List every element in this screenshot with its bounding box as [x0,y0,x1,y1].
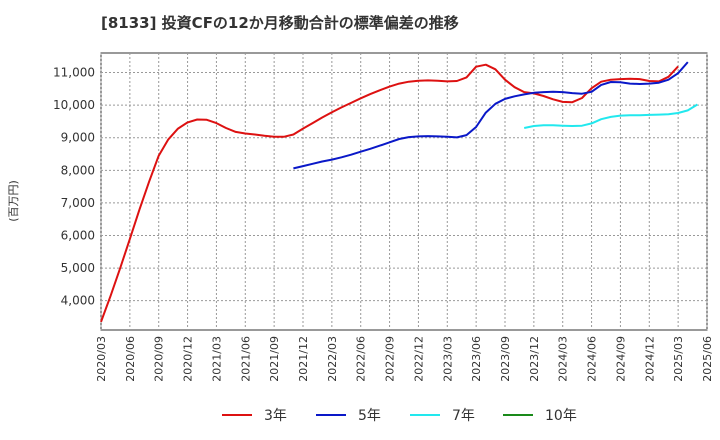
plot-area [100,52,708,331]
chart-title: [8133] 投資CFの12か月移動合計の標準偏差の推移 [101,14,459,32]
x-tick-label: 2024/03 [557,336,570,382]
y-tick-label: 9,000 [61,131,95,145]
series-line-0 [100,63,679,323]
y-tick-label: 6,000 [61,228,95,242]
x-tick-label: 2020/09 [153,336,166,382]
x-tick-label: 2023/09 [499,336,512,382]
x-axis-ticks: 2020/03 2020/06 2020/09 2020/12 2021/03 2021/… [95,336,714,382]
x-tick-label: 2024/09 [614,336,627,382]
legend-label-1: 5年 [358,408,381,424]
legend: 3年 5年 7年 10年 [222,408,577,424]
y-axis-ticks: 4,000 5,000 6,000 7,000 8,000 9,000 10,000 11,0… [53,66,95,308]
x-tick-label: 2023/06 [470,336,483,382]
y-tick-label: 5,000 [61,261,95,275]
y-tick-label: 10,000 [53,98,95,112]
x-tick-label: 2023/12 [528,336,541,382]
x-tick-label: 2020/06 [124,336,137,382]
legend-label-2: 7年 [452,408,475,424]
x-tick-label: 2022/12 [412,336,425,382]
x-tick-label: 2020/03 [95,336,108,382]
x-tick-label: 2021/06 [239,336,252,382]
x-tick-label: 2025/03 [672,336,685,382]
x-tick-label: 2021/03 [210,336,223,382]
legend-label-3: 10年 [545,408,577,424]
x-tick-label: 2023/03 [441,336,454,382]
y-tick-label: 7,000 [61,196,95,210]
x-tick-label: 2021/12 [297,336,310,382]
x-tick-label: 2022/09 [384,336,397,382]
grid-lines [100,53,708,330]
legend-label-0: 3年 [264,408,287,424]
y-tick-label: 8,000 [61,163,95,177]
x-tick-label: 2025/06 [701,336,714,382]
series-line-2 [523,103,698,129]
x-tick-label: 2024/06 [586,336,599,382]
y-tick-label: 11,000 [53,66,95,80]
x-tick-label: 2022/06 [355,336,368,382]
x-tick-label: 2024/12 [643,336,656,382]
x-tick-label: 2022/03 [326,336,339,382]
x-tick-label: 2021/09 [268,336,281,382]
y-axis-label: (百万円) [7,180,20,222]
series-lines [100,61,698,323]
x-tick-label: 2020/12 [182,336,195,382]
y-tick-label: 4,000 [61,294,95,308]
series-line-1 [293,61,689,170]
